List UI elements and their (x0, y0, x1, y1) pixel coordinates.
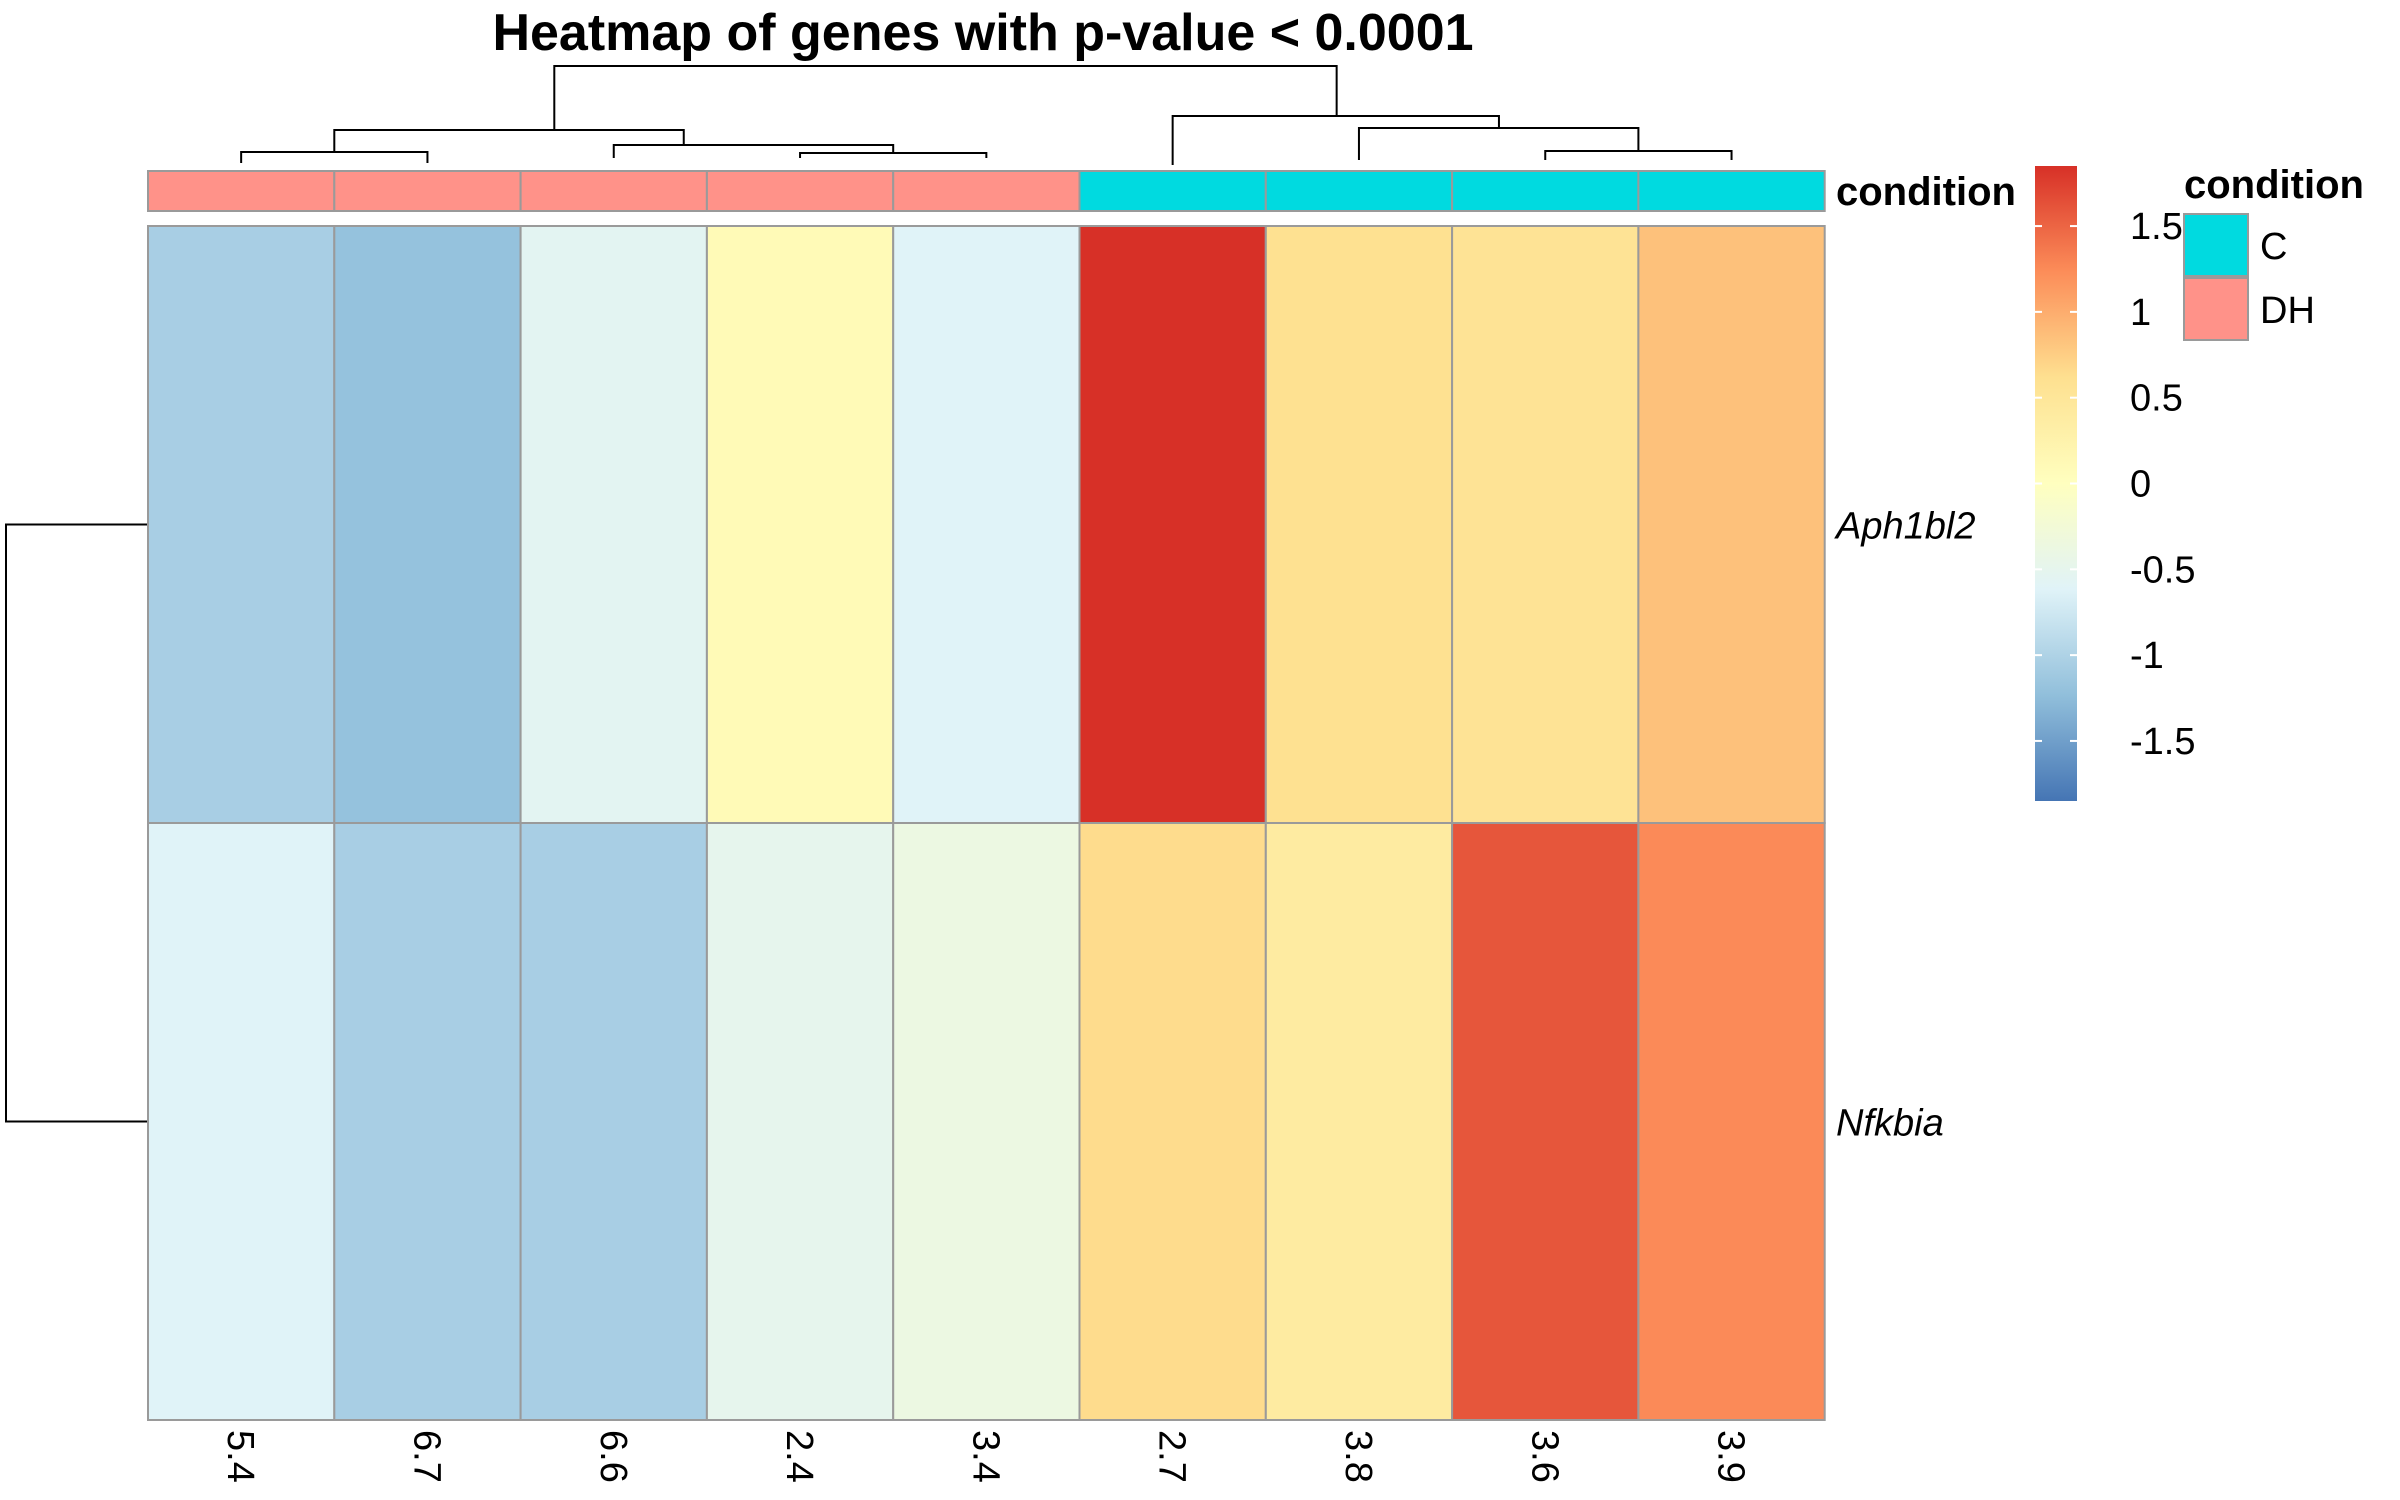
heatmap-cell (1264, 225, 1454, 824)
heatmap-cell (892, 822, 1081, 1421)
condition-legend: condition C DH (2183, 163, 2364, 341)
dendrogram-branch (333, 129, 685, 152)
condition-legend-label: C (2260, 226, 2287, 268)
column-label: 3.9 (1710, 1430, 1752, 1483)
heatmap-cell (147, 822, 336, 1421)
heatmap-cell (519, 822, 708, 1421)
dendrogram-branch (612, 144, 895, 158)
annotation-cell (1637, 170, 1826, 212)
dendrogram-branch (553, 65, 1338, 130)
heatmap-cell (1264, 822, 1454, 1421)
annotation-cell (705, 170, 895, 212)
heatmap-cell (1451, 822, 1640, 1421)
column-label: 3.4 (964, 1430, 1006, 1483)
color-scale-tick-label: -1 (2130, 635, 2164, 677)
color-scale-legend: 1.5 1 0.5 0 -0.5 -1 -1.5 (2035, 166, 2195, 801)
heatmap-cell (333, 822, 522, 1421)
row-dendrogram (5, 523, 148, 1123)
heatmap-cell (892, 225, 1081, 824)
row-label: Nfkbia (1836, 1103, 1944, 1145)
column-label: 2.4 (778, 1430, 820, 1483)
annotation-cell (1451, 170, 1640, 212)
annotation-cell (519, 170, 708, 212)
annotation-label: condition (1836, 170, 2016, 214)
dendrogram-branch (1357, 127, 1640, 160)
column-labels: 5.4 6.7 6.6 2.4 3.4 2.7 3.8 3.6 3.9 (219, 1430, 1751, 1483)
color-scale-tick-label: -1.5 (2130, 721, 2195, 763)
column-label: 3.8 (1337, 1430, 1379, 1483)
condition-legend-label: DH (2260, 290, 2315, 332)
color-scale-tick-label: 1 (2130, 292, 2151, 334)
heatmap-cell (1637, 225, 1826, 824)
heatmap-cell (1637, 822, 1826, 1421)
dendrogram-branch (1544, 150, 1733, 160)
color-scale-tick-label: 0 (2130, 464, 2151, 506)
row-labels: Aph1bl2 Nfkbia (1834, 506, 1975, 1145)
heatmap-cell (519, 225, 708, 824)
heatmap-cell (333, 225, 522, 824)
heatmap-cell (1078, 225, 1267, 824)
column-label: 2.7 (1151, 1430, 1193, 1483)
column-dendrogram (240, 65, 1733, 165)
annotation-cell (333, 170, 522, 212)
heatmap-cell (1078, 822, 1267, 1421)
row-label: Aph1bl2 (1834, 506, 1975, 548)
heatmap-cells (147, 225, 1826, 1421)
heatmap-cell (1451, 225, 1640, 824)
color-scale-tick-label: 0.5 (2130, 378, 2183, 420)
condition-legend-swatch (2183, 213, 2249, 277)
annotation-cell (892, 170, 1081, 212)
column-label: 6.6 (592, 1430, 634, 1483)
color-scale-tick-label: 1.5 (2130, 206, 2183, 248)
dendrogram-branch (1171, 115, 1500, 165)
condition-annotation-bar (147, 170, 1826, 212)
heatmap-cell (147, 225, 336, 824)
annotation-cell (1078, 170, 1267, 212)
column-label: 5.4 (219, 1430, 261, 1483)
condition-legend-swatch (2183, 277, 2249, 341)
chart-title: Heatmap of genes with p-value < 0.0001 (492, 4, 1473, 62)
heatmap-cell (705, 822, 895, 1421)
dendrogram-branch (240, 151, 429, 163)
column-label: 6.7 (405, 1430, 447, 1483)
heatmap-cell (705, 225, 895, 824)
condition-legend-title: condition (2184, 163, 2364, 207)
color-scale-tick-label: -0.5 (2130, 549, 2195, 591)
annotation-cell (1264, 170, 1454, 212)
annotation-cell (147, 170, 336, 212)
dendrogram-branch (799, 152, 988, 158)
column-label: 3.6 (1523, 1430, 1565, 1483)
dendrogram-branch (5, 523, 148, 1123)
